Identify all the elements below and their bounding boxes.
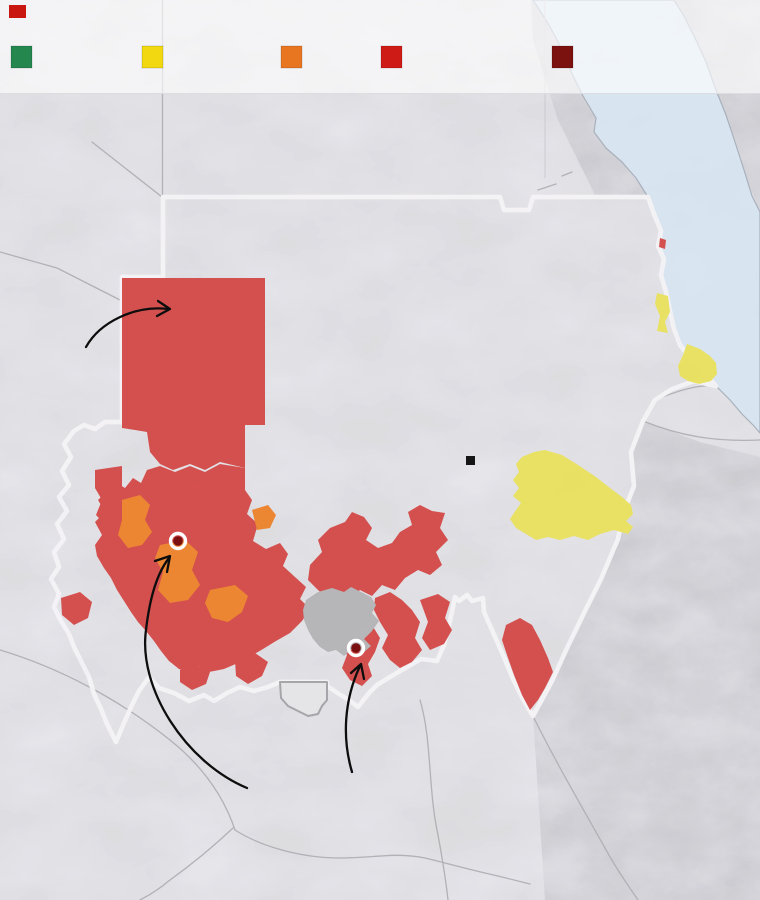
- legend-swatch-phase-4: [380, 45, 403, 69]
- arrow-bottom-center: [344, 664, 362, 774]
- capital-square-marker: [466, 456, 475, 465]
- annotation-arrows: [84, 299, 366, 790]
- marker-ring: [168, 531, 188, 551]
- legend-swatch-phase-3: [280, 45, 303, 69]
- famine-marker-1: [168, 531, 188, 551]
- arrow-long-left-head: [153, 554, 172, 574]
- cropped-red-mark: [9, 5, 26, 18]
- famine-marker-2: [346, 638, 366, 658]
- legend-background: [0, 0, 760, 93]
- legend-swatch-phase-2: [141, 45, 164, 69]
- marker-ring: [346, 638, 366, 658]
- arrow-northwest: [84, 307, 170, 349]
- marker-dot: [173, 536, 183, 546]
- arrow-northwest-head: [155, 299, 172, 318]
- arrow-bottom-center-head: [349, 662, 366, 681]
- arrow-long-left: [143, 556, 249, 790]
- legend-swatch-phase-5: [551, 45, 574, 69]
- marker-dot: [351, 643, 361, 653]
- legend-swatch-phase-1: [10, 45, 33, 69]
- legend-band: [0, 0, 760, 94]
